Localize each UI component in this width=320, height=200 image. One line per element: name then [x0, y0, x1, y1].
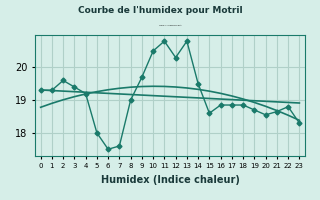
Text: Courbe de l'humidex pour Motril: Courbe de l'humidex pour Motril: [78, 6, 242, 15]
Title: Courbe de l'humidex pour Motril: Courbe de l'humidex pour Motril: [159, 25, 181, 26]
X-axis label: Humidex (Indice chaleur): Humidex (Indice chaleur): [100, 175, 239, 185]
